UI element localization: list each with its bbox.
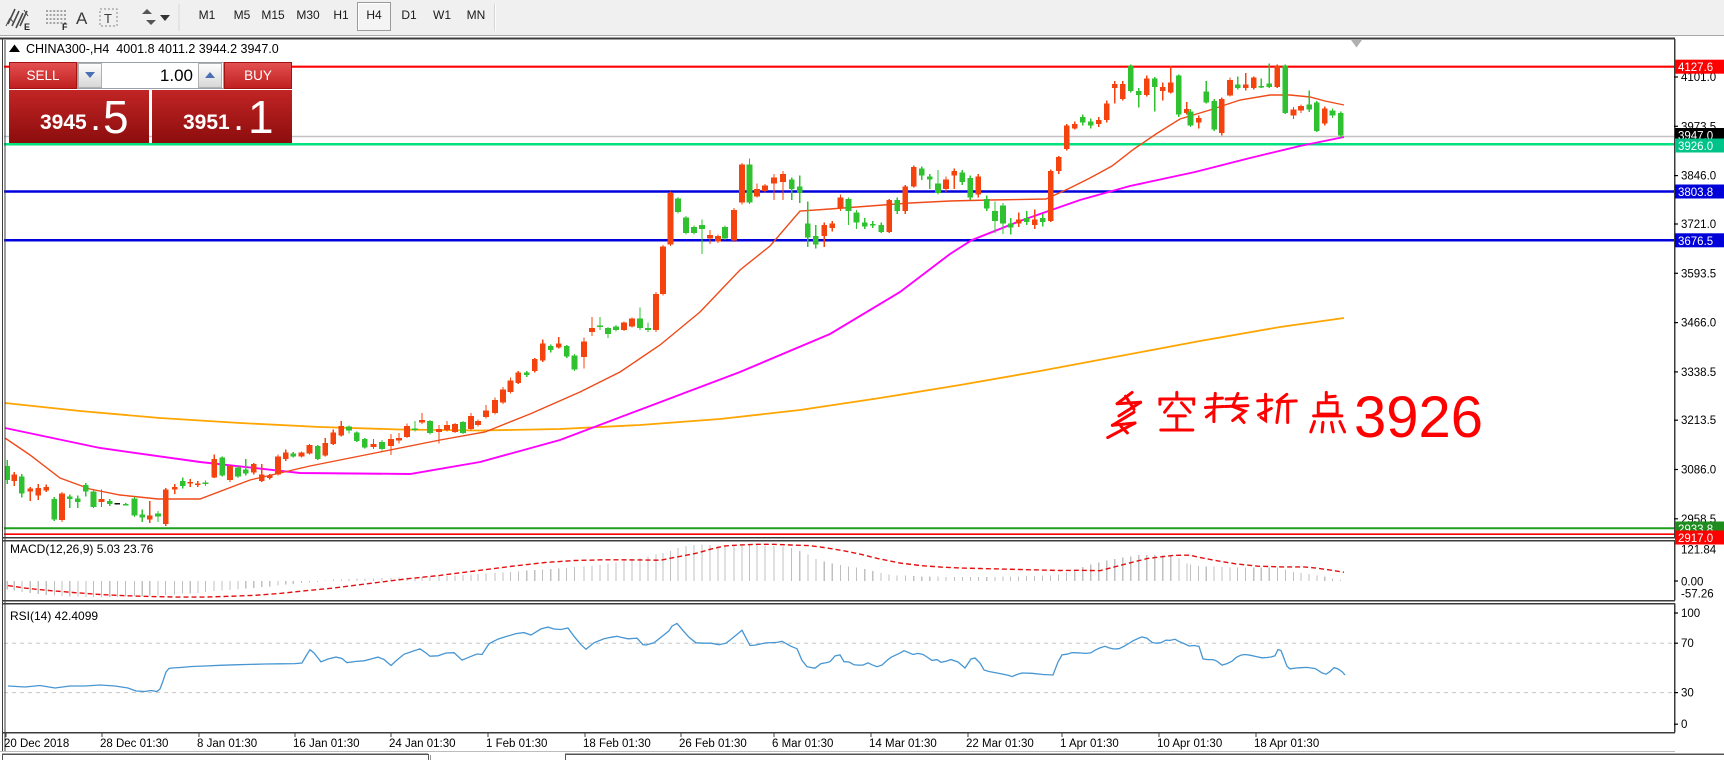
svg-text:CHINA300-,H4 4001.8 4011.2 39: CHINA300-,H4 4001.8 4011.2 3944.2 3947.0 (26, 42, 279, 56)
svg-text:MACD(12,26,9) 5.03 23.76: MACD(12,26,9) 5.03 23.76 (10, 542, 154, 556)
svg-text:16 Jan 01:30: 16 Jan 01:30 (293, 738, 360, 750)
svg-text:20 Dec 2018: 20 Dec 2018 (4, 738, 69, 750)
svg-text:121.84: 121.84 (1681, 545, 1717, 557)
svg-text:30: 30 (1681, 688, 1694, 700)
svg-text:18 Apr 01:30: 18 Apr 01:30 (1254, 738, 1319, 750)
svg-text:0.00: 0.00 (1681, 577, 1703, 589)
svg-text:1 Apr 01:30: 1 Apr 01:30 (1060, 738, 1119, 750)
svg-text:F: F (62, 22, 68, 32)
svg-text:1 Feb 01:30: 1 Feb 01:30 (486, 738, 547, 750)
svg-text:18 Feb 01:30: 18 Feb 01:30 (583, 738, 651, 750)
svg-text:3338.5: 3338.5 (1681, 367, 1716, 379)
svg-text:22 Mar 01:30: 22 Mar 01:30 (966, 738, 1034, 750)
svg-text:26 Feb 01:30: 26 Feb 01:30 (679, 738, 747, 750)
svg-text:0: 0 (1681, 719, 1687, 731)
svg-text:70: 70 (1681, 638, 1694, 650)
svg-text:2917.0: 2917.0 (1678, 533, 1713, 545)
svg-text:8 Jan 01:30: 8 Jan 01:30 (197, 738, 257, 750)
svg-text:3721.0: 3721.0 (1681, 219, 1716, 231)
svg-text:3676.5: 3676.5 (1678, 236, 1713, 248)
svg-text:T: T (104, 11, 112, 26)
svg-text:3213.5: 3213.5 (1681, 415, 1716, 427)
svg-text:4127.6: 4127.6 (1678, 62, 1713, 74)
svg-text:3466.0: 3466.0 (1681, 318, 1716, 330)
svg-text:RSI(14) 42.4099: RSI(14) 42.4099 (10, 609, 98, 623)
svg-text:6 Mar 01:30: 6 Mar 01:30 (772, 738, 833, 750)
svg-text:3593.5: 3593.5 (1681, 268, 1716, 280)
svg-text:E: E (24, 22, 30, 32)
svg-text:3846.0: 3846.0 (1681, 171, 1716, 183)
svg-text:14 Mar 01:30: 14 Mar 01:30 (869, 738, 937, 750)
svg-text:4101.0: 4101.0 (1681, 72, 1716, 84)
svg-text:28 Dec 01:30: 28 Dec 01:30 (100, 738, 168, 750)
svg-text:10 Apr 01:30: 10 Apr 01:30 (1157, 738, 1222, 750)
svg-text:A: A (76, 9, 88, 28)
svg-text:3803.8: 3803.8 (1678, 187, 1713, 199)
svg-text:100: 100 (1681, 608, 1700, 620)
svg-text:-57.26: -57.26 (1681, 589, 1714, 601)
svg-text:3926.0: 3926.0 (1678, 141, 1713, 153)
svg-text:3086.0: 3086.0 (1681, 465, 1716, 477)
svg-text:3926: 3926 (1354, 385, 1483, 450)
svg-text:24 Jan 01:30: 24 Jan 01:30 (389, 738, 456, 750)
